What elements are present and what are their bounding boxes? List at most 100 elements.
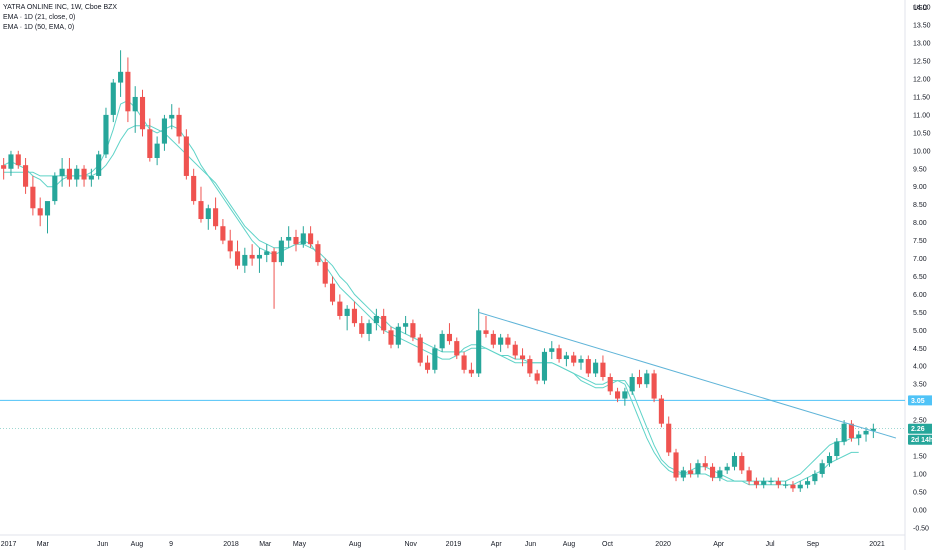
candle-body xyxy=(812,473,818,482)
candle-body xyxy=(147,129,153,158)
candle-body xyxy=(593,362,599,374)
price-tick-label: 3.50 xyxy=(913,382,927,389)
candle-body xyxy=(154,143,160,158)
candle-body xyxy=(176,114,182,137)
price-tick-label: 0.00 xyxy=(913,507,927,514)
candle-body xyxy=(37,208,43,216)
price-tick-label: 12.50 xyxy=(913,59,931,66)
time-tick-label: Jun xyxy=(525,541,536,548)
candle-body xyxy=(410,323,416,338)
countdown-badge-bg xyxy=(908,434,932,445)
time-tick-label: Nov xyxy=(404,541,417,548)
candle-body xyxy=(607,377,613,392)
price-tick-label: 13.00 xyxy=(913,41,931,48)
candle-body xyxy=(264,251,270,255)
candle-body xyxy=(1,165,7,169)
candle-body xyxy=(848,423,854,439)
candle-body xyxy=(534,373,540,381)
candle-body xyxy=(483,330,489,334)
candle-body xyxy=(461,355,467,370)
candle-body xyxy=(666,423,672,453)
candle-body xyxy=(651,373,657,399)
time-tick-label: Aug xyxy=(349,541,362,548)
price-tick-label: 5.00 xyxy=(913,328,927,335)
candle-body xyxy=(300,233,306,245)
price-tick-label: 7.00 xyxy=(913,256,927,263)
candle-body xyxy=(585,359,591,374)
candle-body xyxy=(870,428,876,431)
candle-body xyxy=(739,456,745,471)
price-tick-label: 11.50 xyxy=(913,94,930,101)
candle-body xyxy=(688,470,694,474)
candle-body xyxy=(15,154,21,166)
candle-body xyxy=(417,337,423,363)
price-tick-label: 4.50 xyxy=(913,346,927,353)
hline-price-badge: 3.05 xyxy=(911,398,925,405)
candle-body xyxy=(132,96,138,112)
candle-body xyxy=(439,333,445,349)
candle-body xyxy=(541,351,548,381)
candle-body xyxy=(293,236,299,245)
time-tick-label: Apr xyxy=(713,541,725,548)
candle-body xyxy=(476,330,482,374)
candle-body xyxy=(819,463,825,474)
candle-body xyxy=(103,114,109,155)
candle-body xyxy=(205,208,211,220)
candle-body xyxy=(549,348,555,352)
candle-body xyxy=(329,283,336,302)
time-tick-label: May xyxy=(293,541,307,548)
candle-body xyxy=(710,466,716,478)
time-tick-label: 9 xyxy=(169,541,173,548)
time-tick-label: Oct xyxy=(602,541,613,548)
candle-body xyxy=(790,484,796,489)
candle-body xyxy=(256,254,263,259)
ema-21-label: EMA · 1D (21, close, 0) xyxy=(3,14,76,21)
candle-body xyxy=(505,337,511,345)
ema-50-line xyxy=(3,125,859,486)
candle-body xyxy=(308,233,314,245)
price-tick-label: 11.00 xyxy=(913,112,930,119)
chart-legend: YATRA ONLINE INC, 1W, Cboe BZX EMA · 1D … xyxy=(3,3,117,33)
candle-body xyxy=(468,369,474,374)
candle-body xyxy=(805,481,811,485)
time-tick-label: Jun xyxy=(97,541,108,548)
price-tick-label: 10.00 xyxy=(913,148,931,155)
ema-21-line xyxy=(3,99,859,482)
price-tick-label: 0.50 xyxy=(913,489,927,496)
candle-body xyxy=(680,470,686,478)
candle-body xyxy=(519,355,526,360)
candle-body xyxy=(110,82,116,115)
countdown-badge: 2d 14h xyxy=(911,437,932,444)
hline-price-badge-bg xyxy=(908,395,932,406)
time-tick-label: Mar xyxy=(37,541,50,548)
candle-body xyxy=(125,71,131,112)
price-tick-label: 4.00 xyxy=(913,364,927,371)
candle-body xyxy=(512,344,518,356)
candle-body xyxy=(381,315,387,331)
candle-body xyxy=(139,96,146,130)
trend-line xyxy=(478,311,897,439)
candle-body xyxy=(578,359,584,363)
time-tick-label: 2021 xyxy=(869,541,885,548)
candle-body xyxy=(490,333,496,345)
candle-body xyxy=(271,251,277,263)
candle-body xyxy=(761,481,767,485)
price-tick-label: 8.00 xyxy=(913,220,927,227)
price-tick-label: 6.50 xyxy=(913,274,927,281)
price-tick-label: 12.00 xyxy=(913,76,931,83)
candle-body xyxy=(220,226,226,241)
candle-body xyxy=(96,154,102,176)
candle-body xyxy=(359,323,365,334)
candle-body xyxy=(724,466,730,471)
candle-body xyxy=(841,423,847,442)
candle-body xyxy=(322,262,328,284)
candle-body xyxy=(30,186,36,209)
candle-body xyxy=(731,456,738,467)
candle-body xyxy=(66,168,72,180)
candle-body xyxy=(702,463,708,467)
price-tick-label: 6.00 xyxy=(913,292,927,299)
candle-body xyxy=(286,236,292,241)
time-tick-label: Mar xyxy=(259,541,272,548)
candle-body xyxy=(717,470,723,478)
